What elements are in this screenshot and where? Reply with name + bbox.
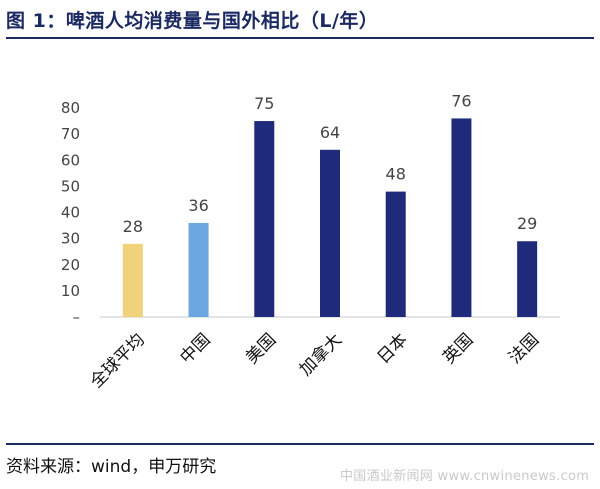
y-tick-label: 40: [61, 204, 80, 222]
title-divider: [6, 37, 594, 39]
watermark: 中国酒业新闻网 www.cnwinenews.com: [340, 469, 590, 484]
x-tick-label: 加拿大: [295, 329, 346, 380]
data-label: 28: [123, 217, 143, 236]
bar-chart: – 10 20 30 40 50 60 70 80 28 36 75 64 48 76 29 全球平均 中国美…: [61, 91, 560, 392]
y-tick-label: 20: [61, 256, 80, 274]
data-label: 29: [517, 214, 537, 233]
x-tick-label: 全球平均: [87, 330, 149, 392]
y-tick-label: 80: [61, 99, 80, 117]
bar: [320, 149, 340, 317]
y-tick-label: –: [73, 308, 81, 326]
x-tick-label: 中国: [176, 330, 214, 368]
bar: [188, 222, 209, 317]
data-label: 48: [386, 165, 406, 184]
x-tick-label: 日本: [374, 330, 412, 368]
bar: [122, 243, 143, 317]
bar: [517, 241, 538, 317]
y-tick-label: 30: [61, 230, 80, 248]
y-tick-label: 10: [61, 282, 80, 300]
bar: [451, 118, 472, 317]
y-tick-label: 70: [61, 125, 80, 143]
chart-title: 图 1：啤酒人均消费量与国外相比（L/年）: [6, 10, 379, 32]
x-tick-label: 法国: [505, 330, 543, 368]
y-axis: – 10 20 30 40 50 60 70 80: [61, 99, 80, 326]
data-label: 36: [188, 196, 208, 215]
data-label: 75: [254, 94, 274, 113]
y-tick-label: 60: [61, 151, 80, 169]
x-tick-label: 英国: [439, 330, 477, 368]
x-tick-labels: 全球平均 中国 美国 加拿大 日本 英国 法国: [87, 329, 544, 392]
data-label: 76: [451, 91, 471, 110]
bar: [385, 191, 406, 317]
data-labels: 28 36 75 64 48 76 29: [123, 91, 538, 235]
y-tick-label: 50: [61, 177, 80, 195]
source-note: 资料来源：wind，申万研究: [6, 457, 217, 477]
bar: [254, 121, 275, 317]
bar-series: [122, 118, 538, 317]
source-divider: [6, 443, 594, 445]
data-label: 64: [320, 123, 340, 142]
x-tick-label: 美国: [242, 330, 280, 368]
